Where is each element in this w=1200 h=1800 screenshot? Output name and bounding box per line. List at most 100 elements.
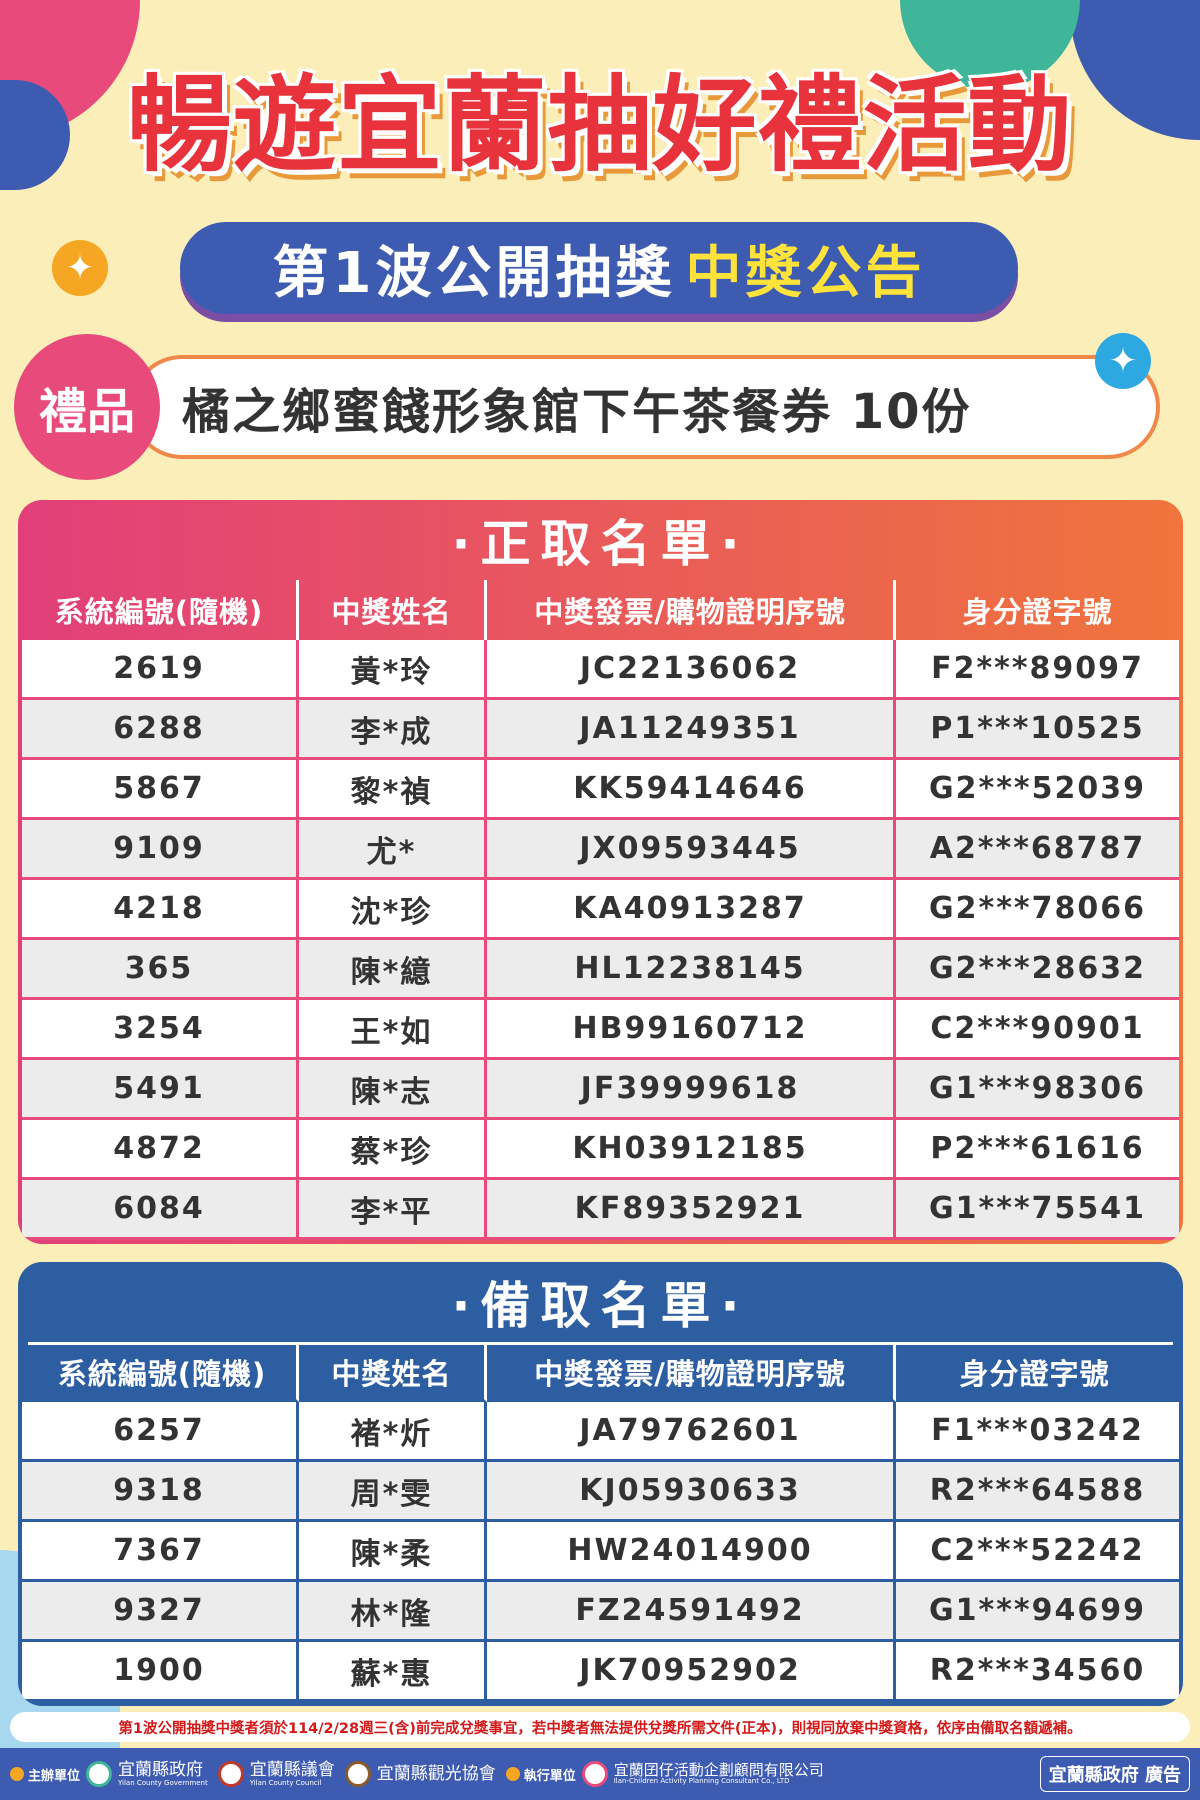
winners-table: ·正取名單· 系統編號(隨機) 中獎姓名 中獎發票/購物證明序號 身分證字號 2… [18, 500, 1183, 1244]
cell-id-number: C2***52242 [896, 1522, 1179, 1582]
cell-name: 沈*珍 [299, 880, 487, 940]
cell-name: 尤* [299, 820, 487, 880]
gift-label: 禮品 [14, 334, 160, 480]
cell-receipt-number: JX09593445 [487, 820, 896, 880]
cell-id-number: G2***28632 [896, 940, 1179, 1000]
table-header: 系統編號(隨機) 中獎姓名 中獎發票/購物證明序號 身分證字號 [28, 1342, 1173, 1402]
yilan-government-logo [86, 1761, 113, 1787]
column-header: 中獎發票/購物證明序號 [487, 580, 896, 640]
cell-receipt-number: JK70952902 [487, 1642, 896, 1702]
cell-system-id: 6257 [22, 1402, 299, 1462]
cell-receipt-number: JA79762601 [487, 1402, 896, 1462]
bullet-icon [505, 1767, 520, 1781]
sparkle-icon: ✦ [52, 240, 108, 296]
cell-id-number: R2***64588 [896, 1462, 1179, 1522]
cell-name: 黃*玲 [299, 640, 487, 700]
org-name-en: Yilan County Government [118, 1778, 208, 1787]
cell-system-id: 1900 [22, 1642, 299, 1702]
cell-system-id: 9327 [22, 1582, 299, 1642]
table-row: 1900 蘇*惠 JK70952902 R2***34560 [22, 1642, 1179, 1702]
table-row: 6257 褚*炘 JA79762601 F1***03242 [22, 1402, 1179, 1462]
executor-label-text: 執行單位 [523, 1768, 576, 1784]
org-name-en: Yilan County Council [249, 1778, 322, 1787]
tourism-association-logo [344, 1761, 371, 1787]
cell-id-number: G2***78066 [896, 880, 1179, 940]
cell-system-id: 4218 [22, 880, 299, 940]
table-row: 9318 周*雯 KJ05930633 R2***64588 [22, 1462, 1179, 1522]
executor-company: 宜蘭囝仔活動企劃顧問有限公司 Ilan-Children Activity Pla… [614, 1762, 824, 1786]
cell-system-id: 7367 [22, 1522, 299, 1582]
organizer-label: 主辦單位 [10, 1765, 80, 1784]
announcement-banner: 第1波公開抽獎 中獎公告 [180, 222, 1018, 314]
cell-receipt-number: KA40913287 [487, 880, 896, 940]
cell-name: 林*隆 [299, 1582, 487, 1642]
cell-receipt-number: HW24014900 [487, 1522, 896, 1582]
cell-id-number: R2***34560 [896, 1642, 1179, 1702]
table-row: 6288 李*成 JA11249351 P1***10525 [22, 700, 1179, 760]
column-header: 身分證字號 [962, 595, 1113, 629]
executor-label: 執行單位 [505, 1765, 576, 1784]
cell-name: 周*雯 [299, 1462, 487, 1522]
table-row: 4218 沈*珍 KA40913287 G2***78066 [22, 880, 1179, 940]
table-row: 6084 李*平 KF89352921 G1***75541 [22, 1180, 1179, 1240]
cell-id-number: G2***52039 [896, 760, 1179, 820]
cell-receipt-number: HL12238145 [487, 940, 896, 1000]
cell-receipt-number: KJ05930633 [487, 1462, 896, 1522]
cell-name: 陳*柔 [299, 1522, 487, 1582]
backups-table: ·備取名單· 系統編號(隨機) 中獎姓名 中獎發票/購物證明序號 身分證字號 6… [18, 1262, 1183, 1706]
cell-receipt-number: KK59414646 [487, 760, 896, 820]
cell-name: 李*平 [299, 1180, 487, 1240]
sparkle-icon: ✦ [1095, 333, 1151, 389]
table-row: 2619 黃*玲 JC22136062 F2***89097 [22, 640, 1179, 700]
table-row: 5867 黎*禎 KK59414646 G2***52039 [22, 760, 1179, 820]
cell-system-id: 365 [22, 940, 299, 1000]
table-row: 365 陳*繶 HL12238145 G2***28632 [22, 940, 1179, 1000]
column-header: 系統編號(隨機) [22, 580, 299, 640]
footer: 主辦單位 宜蘭縣政府 Yilan County Government 宜蘭縣議會 Y… [0, 1748, 1200, 1800]
organizer-yilan-government: 宜蘭縣政府 Yilan County Government [118, 1761, 208, 1787]
column-header: 系統編號(隨機) [28, 1345, 299, 1402]
ad-label: 宜蘭縣政府 廣告 [1039, 1756, 1190, 1792]
wave-title: 第1波公開抽獎 [272, 240, 676, 306]
table-row: 7367 陳*柔 HW24014900 C2***52242 [22, 1522, 1179, 1582]
cell-system-id: 6288 [22, 700, 299, 760]
cell-system-id: 9318 [22, 1462, 299, 1522]
table-row: 9109 尤* JX09593445 A2***68787 [22, 820, 1179, 880]
cell-name: 蘇*惠 [299, 1642, 487, 1702]
notice-text: 第1波公開抽獎中獎者須於114/2/28週三(含)前完成兌獎事宜，若中獎者無法提… [10, 1712, 1190, 1742]
yilan-council-logo [217, 1761, 244, 1787]
cell-id-number: F1***03242 [896, 1402, 1179, 1462]
cell-id-number: P1***10525 [896, 700, 1179, 760]
cell-system-id: 5867 [22, 760, 299, 820]
cell-id-number: A2***68787 [896, 820, 1179, 880]
cell-receipt-number: JA11249351 [487, 700, 896, 760]
cell-receipt-number: KH03912185 [487, 1120, 896, 1180]
column-header: 身分證字號 [896, 1345, 1173, 1402]
cell-receipt-number: JF39999618 [487, 1060, 896, 1120]
cell-id-number: P2***61616 [896, 1120, 1179, 1180]
table-row: 4872 蔡*珍 KH03912185 P2***61616 [22, 1120, 1179, 1180]
cell-name: 陳*繶 [299, 940, 487, 1000]
column-header: 中獎發票/購物證明序號 [487, 1345, 896, 1402]
org-name-en: Ilan-Children Activity Planning Consulta… [613, 1777, 790, 1786]
organizer-tourism-association: 宜蘭縣觀光協會 [376, 1763, 496, 1784]
cell-receipt-number: HB99160712 [487, 1000, 896, 1060]
org-name: 宜蘭縣政府 [118, 1759, 204, 1780]
cell-name: 黎*禎 [299, 760, 487, 820]
cell-receipt-number: FZ24591492 [487, 1582, 896, 1642]
cell-id-number: G1***94699 [896, 1582, 1179, 1642]
cell-system-id: 6084 [22, 1180, 299, 1240]
cell-id-number: G1***75541 [896, 1180, 1179, 1240]
cell-system-id: 9109 [22, 820, 299, 880]
cell-system-id: 2619 [22, 640, 299, 700]
gift-description: 橘之鄉蜜餞形象館下午茶餐券 10份 [130, 355, 1160, 459]
cell-name: 褚*炘 [299, 1402, 487, 1462]
bullet-icon [10, 1767, 24, 1781]
cell-id-number: C2***90901 [896, 1000, 1179, 1060]
table-header: 系統編號(隨機) 中獎姓名 中獎發票/購物證明序號 身分證字號 [22, 580, 1179, 640]
table-row: 3254 王*如 HB99160712 C2***90901 [22, 1000, 1179, 1060]
org-name: 宜蘭縣觀光協會 [376, 1763, 496, 1784]
table-row: 5491 陳*志 JF39999618 G1***98306 [22, 1060, 1179, 1120]
org-name: 宜蘭縣議會 [249, 1759, 335, 1780]
backups-title: ·備取名單· [451, 1277, 750, 1335]
